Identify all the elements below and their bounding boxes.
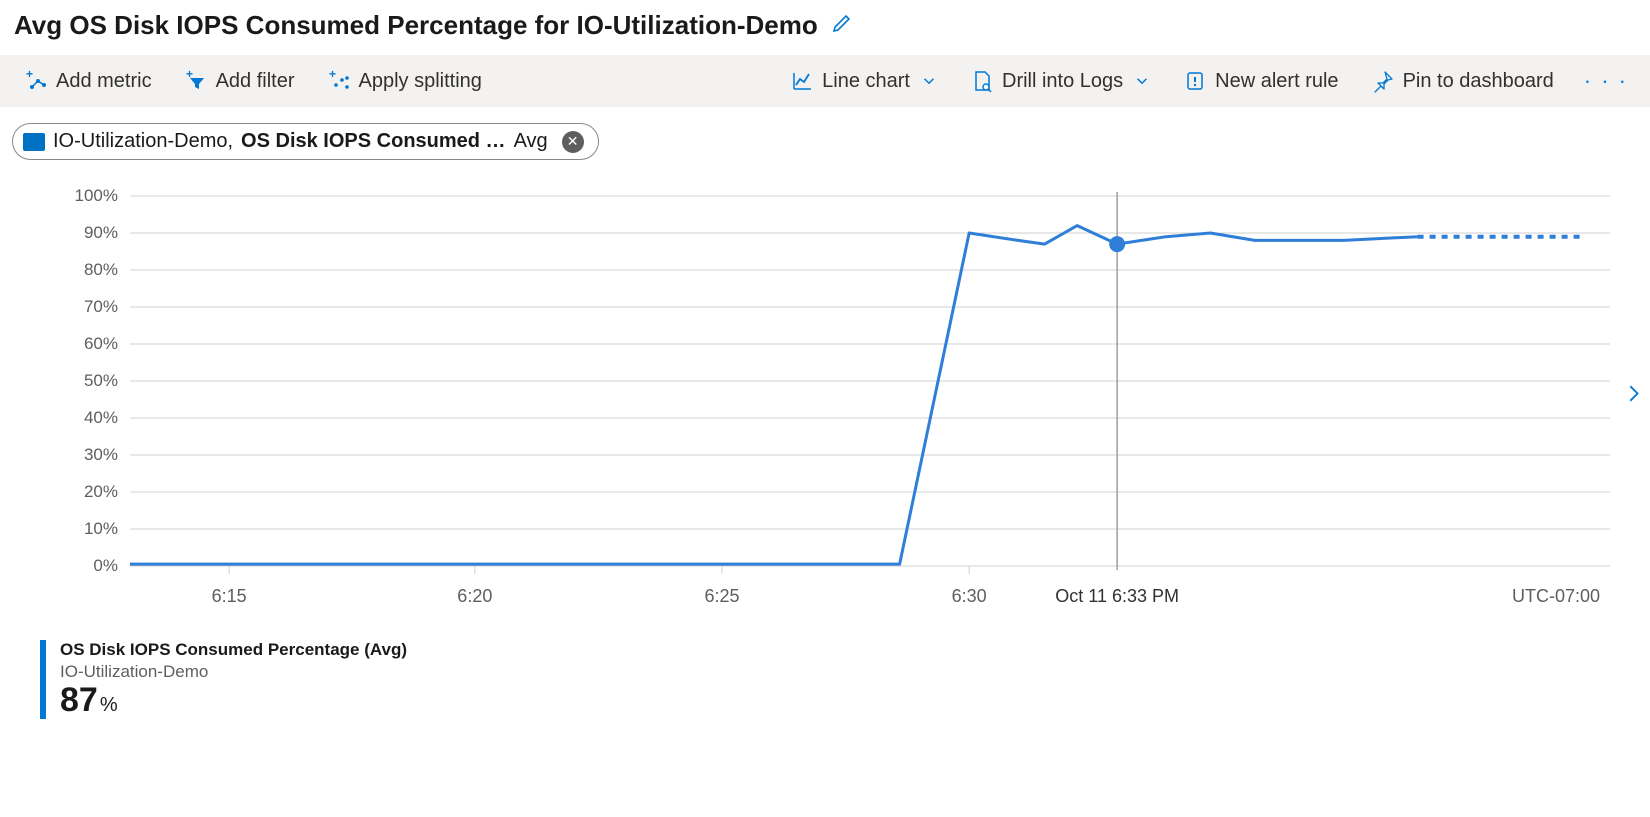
- split-icon: +: [327, 69, 351, 93]
- legend-value: 87%: [60, 682, 407, 719]
- add-filter-label: Add filter: [216, 70, 295, 93]
- x-axis: UTC-07:00 6:156:206:256:30Oct 11 6:33 PM: [130, 586, 1570, 616]
- x-axis-label: 6:15: [212, 586, 247, 607]
- add-metric-label: Add metric: [56, 70, 152, 93]
- pin-to-dashboard-button[interactable]: Pin to dashboard: [1357, 61, 1568, 101]
- x-axis-label: 6:30: [952, 586, 987, 607]
- timezone-label: UTC-07:00: [1512, 586, 1600, 607]
- edit-title-icon[interactable]: [830, 11, 854, 40]
- new-alert-label: New alert rule: [1215, 70, 1338, 93]
- svg-text:20%: 20%: [84, 482, 118, 501]
- legend-value-unit: %: [100, 694, 118, 716]
- metric-pill-resource: IO-Utilization-Demo,: [53, 130, 233, 153]
- line-chart-icon: [790, 69, 814, 93]
- more-button[interactable]: · · ·: [1572, 62, 1640, 100]
- page-title: Avg OS Disk IOPS Consumed Percentage for…: [14, 10, 818, 41]
- add-metric-icon: +: [24, 69, 48, 93]
- line-chart[interactable]: 0% 10% 20% 30% 40% 50% 60% 70% 80% 90% 100%: [40, 186, 1610, 586]
- metric-pill-metric: OS Disk IOPS Consumed …: [241, 130, 506, 153]
- apply-splitting-label: Apply splitting: [359, 70, 482, 93]
- svg-text:30%: 30%: [84, 445, 118, 464]
- toolbar: + Add metric + Add filter + Apply splitt…: [0, 55, 1650, 107]
- logs-icon: [970, 69, 994, 93]
- apply-splitting-button[interactable]: + Apply splitting: [313, 61, 496, 101]
- svg-text:70%: 70%: [84, 297, 118, 316]
- chart-area: 0% 10% 20% 30% 40% 50% 60% 70% 80% 90% 100% UTC-07…: [0, 166, 1650, 626]
- pin-icon: [1371, 69, 1395, 93]
- metric-pill-agg: Avg: [514, 130, 548, 153]
- chart-type-dropdown[interactable]: Line chart: [776, 61, 952, 101]
- svg-text:40%: 40%: [84, 408, 118, 427]
- legend-value-number: 87: [60, 681, 98, 719]
- legend-row: OS Disk IOPS Consumed Percentage (Avg) I…: [0, 626, 1650, 739]
- svg-text:+: +: [329, 69, 336, 81]
- drill-logs-label: Drill into Logs: [1002, 70, 1123, 93]
- drill-into-logs-button[interactable]: Drill into Logs: [956, 61, 1165, 101]
- svg-text:90%: 90%: [84, 223, 118, 242]
- chevron-down-icon: [1133, 72, 1151, 90]
- svg-text:60%: 60%: [84, 334, 118, 353]
- svg-text:100%: 100%: [75, 186, 118, 205]
- add-metric-button[interactable]: + Add metric: [10, 61, 166, 101]
- alert-icon: [1183, 69, 1207, 93]
- svg-text:0%: 0%: [93, 556, 118, 575]
- hover-timestamp-label: Oct 11 6:33 PM: [1055, 586, 1179, 607]
- x-axis-label: 6:20: [457, 586, 492, 607]
- expand-right-button[interactable]: [1622, 379, 1644, 414]
- svg-text:50%: 50%: [84, 371, 118, 390]
- legend-title: OS Disk IOPS Consumed Percentage (Avg): [60, 640, 407, 660]
- pin-dashboard-label: Pin to dashboard: [1403, 70, 1554, 93]
- more-icon: · · ·: [1584, 68, 1628, 94]
- add-filter-button[interactable]: + Add filter: [170, 61, 309, 101]
- remove-metric-icon[interactable]: ✕: [562, 131, 584, 153]
- svg-text:10%: 10%: [84, 519, 118, 538]
- metric-pill-row: IO-Utilization-Demo, OS Disk IOPS Consum…: [0, 107, 1650, 166]
- metric-pill[interactable]: IO-Utilization-Demo, OS Disk IOPS Consum…: [12, 123, 599, 160]
- vm-icon: [23, 133, 45, 151]
- filter-icon: +: [184, 69, 208, 93]
- legend-subtitle: IO-Utilization-Demo: [60, 662, 407, 682]
- new-alert-rule-button[interactable]: New alert rule: [1169, 61, 1352, 101]
- svg-text:80%: 80%: [84, 260, 118, 279]
- title-row: Avg OS Disk IOPS Consumed Percentage for…: [0, 0, 1650, 55]
- x-axis-label: 6:25: [704, 586, 739, 607]
- svg-text:+: +: [26, 69, 33, 81]
- legend-item[interactable]: OS Disk IOPS Consumed Percentage (Avg) I…: [40, 640, 407, 719]
- chevron-down-icon: [920, 72, 938, 90]
- chart-type-label: Line chart: [822, 70, 910, 93]
